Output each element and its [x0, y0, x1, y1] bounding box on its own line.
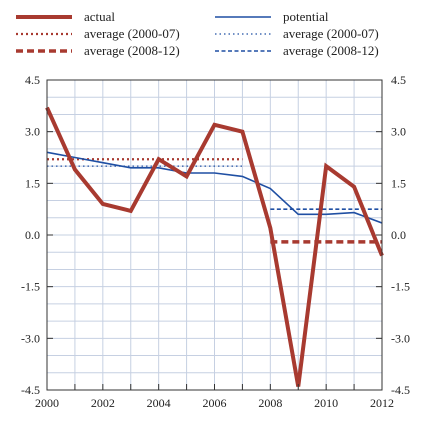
x-tick-label: 2000 — [35, 396, 59, 410]
axes: 4.5 4.5 3.0 3.0 1.5 1.5 0.0 0.0 -1.5 -1.5 -3.0 -3.0… — [21, 73, 410, 410]
y-tick-label-right: -3.0 — [391, 331, 410, 345]
legend-label: average (2000-07) — [283, 26, 379, 41]
y-tick-label-left: 4.5 — [25, 73, 40, 87]
x-tick-label: 2010 — [314, 396, 338, 410]
legend-label: average (2008-12) — [283, 43, 379, 58]
legend-label: average (2000-07) — [84, 26, 180, 41]
x-tick-label: 2006 — [203, 396, 227, 410]
y-tick-label-right: -4.5 — [391, 383, 410, 397]
x-tick-label: 2002 — [91, 396, 115, 410]
series-line-actual — [45, 106, 384, 387]
legend-label: potential — [283, 9, 329, 24]
x-tick-label: 2012 — [370, 396, 394, 410]
y-tick-label-left: -1.5 — [21, 280, 40, 294]
y-tick-label-left: 1.5 — [25, 176, 40, 190]
series-layer — [45, 106, 384, 387]
series-line-potential — [46, 151, 383, 224]
y-tick-label-left: -3.0 — [21, 331, 40, 345]
y-tick-label-left: -4.5 — [21, 383, 40, 397]
legend-label: actual — [84, 9, 115, 24]
x-tick-label: 2008 — [258, 396, 282, 410]
y-tick-label-left: 0.0 — [25, 228, 40, 242]
legend: actual average (2000-07) average (2008-12)… — [16, 9, 379, 58]
y-tick-label-left: 3.0 — [25, 125, 40, 139]
y-tick-label-right: 4.5 — [391, 73, 406, 87]
y-tick-label-right: 1.5 — [391, 176, 406, 190]
x-tick-label: 2004 — [147, 396, 171, 410]
y-tick-label-right: -1.5 — [391, 280, 410, 294]
y-tick-label-right: 0.0 — [391, 228, 406, 242]
y-tick-label-right: 3.0 — [391, 125, 406, 139]
legend-label: average (2008-12) — [84, 43, 180, 58]
